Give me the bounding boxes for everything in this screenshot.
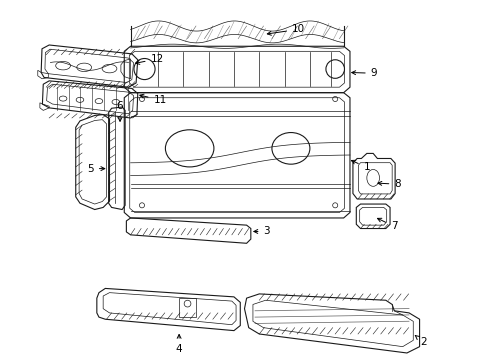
Text: 4: 4	[175, 334, 182, 354]
Text: 10: 10	[267, 24, 305, 35]
Text: 12: 12	[135, 54, 163, 64]
Text: 5: 5	[87, 163, 104, 174]
Text: 1: 1	[351, 160, 369, 172]
Text: 2: 2	[414, 336, 426, 347]
Text: 3: 3	[253, 226, 270, 237]
Text: 11: 11	[140, 94, 166, 105]
Text: 9: 9	[351, 68, 377, 78]
Text: 8: 8	[377, 179, 400, 189]
Text: 7: 7	[377, 218, 397, 231]
Bar	[179, 298, 196, 317]
Text: 6: 6	[117, 101, 123, 121]
